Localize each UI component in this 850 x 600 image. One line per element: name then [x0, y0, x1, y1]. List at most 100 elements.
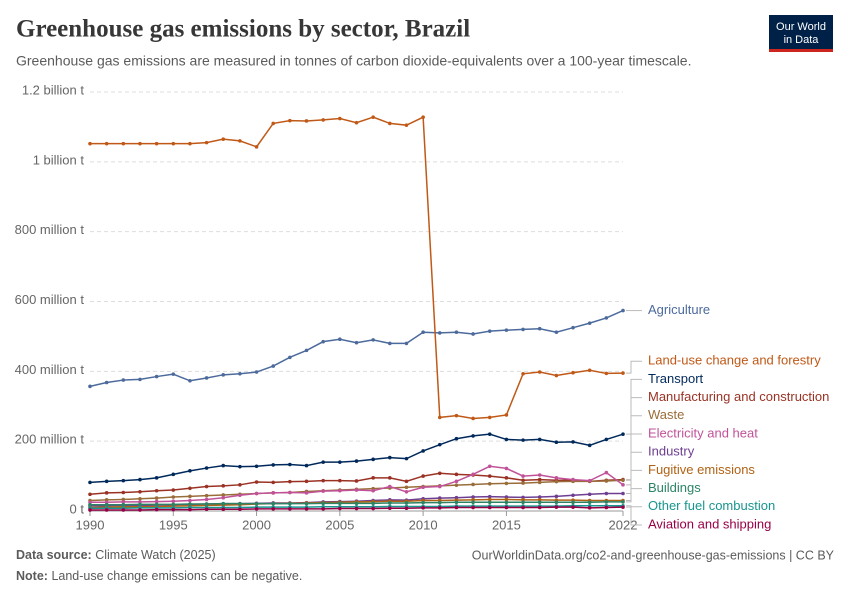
data-point: [138, 377, 142, 382]
data-point: [304, 119, 309, 123]
data-point: [138, 508, 142, 512]
y-tick-label: 600 million t: [15, 292, 85, 307]
footer-note: Note: Land-use change emissions can be n…: [16, 569, 302, 583]
data-point: [221, 484, 226, 488]
data-point: [537, 505, 542, 510]
data-point: [571, 500, 575, 505]
data-point: [571, 440, 575, 444]
data-point: [554, 476, 559, 480]
data-point: [587, 478, 592, 483]
data-point: [504, 328, 509, 332]
series-line: [90, 115, 624, 420]
data-point: [521, 474, 525, 478]
data-point: [188, 507, 192, 512]
data-point: [504, 500, 509, 505]
legend-connector: [626, 451, 642, 495]
data-point: [571, 370, 575, 375]
data-point: [404, 506, 409, 511]
data-point: [421, 330, 425, 335]
data-point: [188, 502, 192, 506]
data-point: [154, 507, 159, 512]
data-point: [204, 484, 209, 489]
data-point: [537, 370, 542, 374]
data-point: [471, 434, 475, 438]
x-tick-label: 2015: [492, 517, 521, 532]
data-point: [254, 145, 259, 149]
data-point: [604, 437, 609, 442]
data-point: [404, 479, 409, 484]
data-point: [138, 489, 142, 494]
data-point: [338, 478, 342, 483]
legend-label: Aviation and shipping: [648, 516, 771, 531]
data-point: [404, 485, 409, 490]
data-point: [521, 478, 525, 483]
data-point: [437, 331, 442, 335]
data-point: [204, 376, 209, 380]
data-point: [554, 440, 559, 445]
data-point: [271, 507, 276, 511]
data-point: [154, 141, 159, 146]
data-point: [521, 371, 525, 376]
data-point: [354, 120, 359, 125]
logo-text: in Data: [784, 34, 820, 46]
data-point: [221, 463, 226, 468]
data-point: [171, 372, 176, 376]
data-point: [171, 495, 176, 499]
data-point: [188, 498, 192, 503]
data-point: [404, 456, 409, 461]
data-point: [454, 330, 459, 335]
data-point: [521, 505, 525, 510]
data-point: [271, 463, 276, 467]
legend-connector: [626, 488, 642, 503]
data-point: [487, 474, 492, 478]
data-point: [437, 471, 442, 476]
data-point: [354, 506, 359, 511]
data-point: [88, 384, 92, 389]
data-point: [88, 141, 92, 146]
data-point: [271, 480, 276, 485]
data-point: [304, 501, 309, 506]
data-point: [437, 500, 442, 505]
data-point: [487, 329, 492, 333]
data-point: [338, 337, 342, 342]
data-point: [388, 501, 392, 505]
data-point: [188, 486, 192, 491]
data-point: [188, 378, 192, 383]
data-point: [487, 415, 492, 420]
note: Land-use change emissions can be negativ…: [51, 569, 302, 583]
data-point: [471, 482, 475, 487]
data-point: [221, 373, 226, 377]
data-point: [554, 330, 559, 335]
data-point: [604, 316, 609, 320]
data-point: [271, 501, 276, 506]
data-point: [421, 485, 425, 490]
legend-connector: [626, 360, 642, 374]
data-point: [571, 505, 575, 509]
data-point: [621, 308, 625, 313]
data-point: [621, 505, 625, 509]
data-point: [338, 460, 342, 464]
footer-url: OurWorldinData.org/co2-and-greenhouse-ga…: [472, 548, 835, 562]
data-point: [504, 466, 509, 471]
data-point: [338, 501, 342, 506]
data-point: [504, 481, 509, 486]
data-point: [188, 469, 192, 473]
data-point: [454, 472, 459, 477]
data-point: [521, 481, 525, 485]
y-tick-label: 0 t: [70, 501, 85, 516]
data-point: [537, 500, 542, 505]
data-point: [504, 497, 509, 502]
data-point: [521, 500, 525, 505]
legend-label: Land-use change and forestry: [648, 353, 821, 368]
data-point: [221, 501, 226, 506]
data-point: [571, 325, 575, 330]
data-point: [221, 493, 226, 497]
data-point: [304, 479, 309, 484]
data-point: [604, 500, 609, 504]
data-point: [321, 339, 325, 344]
series-line: [89, 309, 624, 388]
data-point: [487, 505, 492, 510]
data-point: [321, 501, 325, 506]
data-point: [487, 500, 492, 505]
